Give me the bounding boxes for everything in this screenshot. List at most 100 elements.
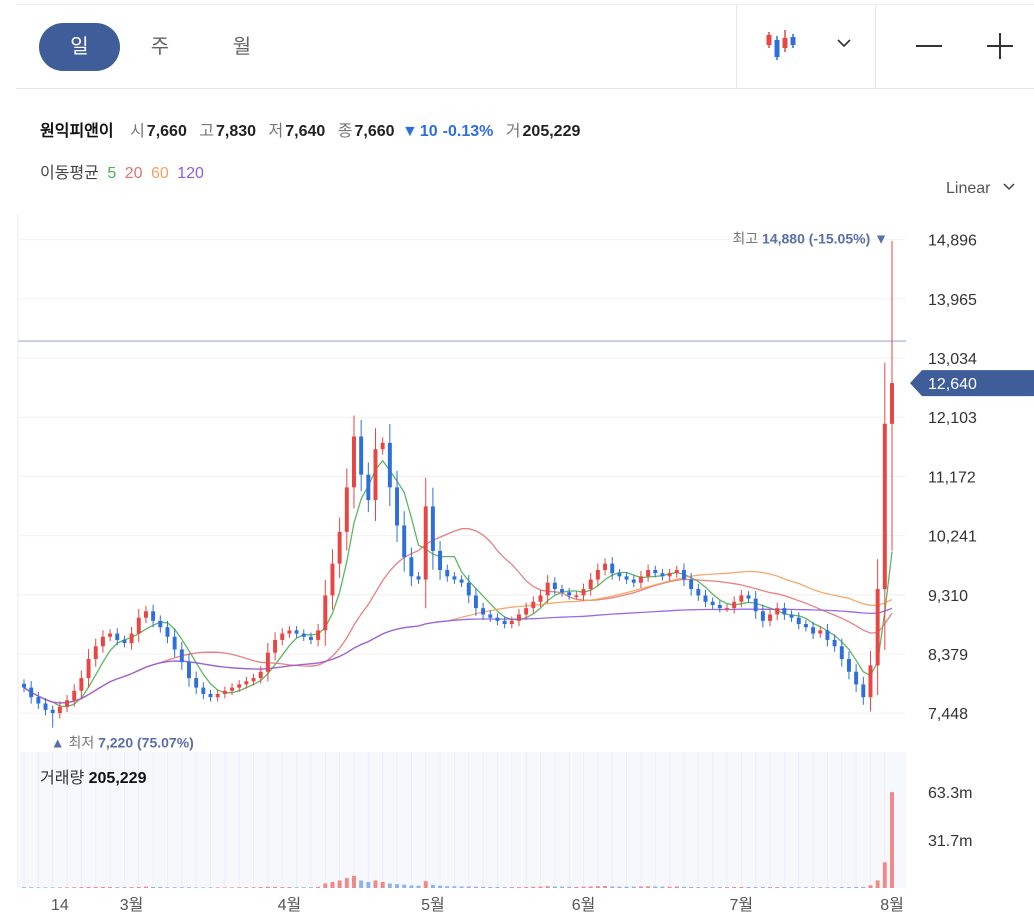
ma-5-line <box>23 459 893 708</box>
candle-body <box>595 570 600 580</box>
volume-bar <box>488 886 493 888</box>
volume-bar <box>172 887 177 888</box>
volume-bar <box>574 886 579 888</box>
candle-body <box>459 579 464 583</box>
volume-bar <box>158 886 163 888</box>
candle-body <box>287 630 292 634</box>
volume-bar <box>660 886 665 888</box>
volume-bar <box>631 886 636 888</box>
x-tick-label: 7월 <box>730 896 754 914</box>
ma-120-line <box>23 607 893 704</box>
volume-bar <box>136 886 141 888</box>
volume-bar <box>646 886 651 888</box>
candle-body <box>725 608 729 610</box>
plus-icon[interactable] <box>978 24 1022 68</box>
candle-body <box>323 595 328 631</box>
volume-bar <box>717 887 722 888</box>
candle-body <box>509 620 514 625</box>
candle-body <box>273 639 278 653</box>
minus-icon[interactable] <box>907 24 951 68</box>
volume-bar <box>696 887 701 888</box>
volume-bar <box>387 883 392 888</box>
candle-body <box>667 573 672 577</box>
candle-body <box>789 614 794 618</box>
volume-tick-label: 63.3m <box>928 785 972 802</box>
volume-bar <box>667 886 672 888</box>
candle-body <box>517 614 521 621</box>
chevron-down-icon[interactable] <box>824 24 864 68</box>
scale-label: Linear <box>946 180 991 197</box>
candle-body <box>423 506 428 580</box>
volume-bar <box>352 875 356 888</box>
volume-bar <box>459 886 464 888</box>
moving-average-legend[interactable]: 이동평균 5 20 60 120 <box>40 159 204 183</box>
candle-body <box>861 684 866 698</box>
candle-body <box>502 620 507 625</box>
volume-value: 205,229 <box>522 123 581 140</box>
volume-bar <box>344 878 349 888</box>
candle-body <box>215 693 220 698</box>
ma-20[interactable]: 20 <box>124 165 143 182</box>
volume-bar <box>380 881 385 888</box>
candle-body <box>122 639 127 644</box>
volume-bar <box>165 887 170 888</box>
candle-body <box>689 579 694 590</box>
candle-body <box>244 681 249 685</box>
tab-month[interactable]: 월 <box>232 36 252 58</box>
y-tick-label: 10,241 <box>928 529 977 546</box>
tab-day[interactable]: 일 <box>39 23 120 71</box>
candle-body <box>108 633 113 637</box>
y-axis-labels: 14,896 13,965 13,034 12,103 11,172 10,241 9,31… <box>928 233 977 723</box>
candle-body <box>832 639 837 647</box>
candle-body <box>172 636 177 650</box>
high-value: 7,830 <box>216 123 257 140</box>
candle-body <box>560 589 564 593</box>
ma-5[interactable]: 5 <box>107 165 117 182</box>
candle-body <box>839 646 844 659</box>
min-price-marker: ▲ 최저 7,220 (75.07%) <box>51 735 194 751</box>
candle-body <box>445 570 450 577</box>
volume-bar <box>215 887 220 888</box>
current-price-label: 12,640 <box>928 376 977 393</box>
volume-bar <box>308 887 313 888</box>
candle-body <box>50 709 55 714</box>
volume-bar <box>854 886 859 888</box>
candle-body <box>681 570 686 580</box>
ma-120[interactable]: 120 <box>177 165 204 182</box>
candle-body <box>22 683 26 688</box>
volume-bar <box>366 881 371 888</box>
candle-body <box>890 383 894 424</box>
volume-bar <box>466 886 471 888</box>
volume-bar <box>545 886 550 888</box>
chevron-down-icon <box>1003 183 1015 191</box>
grid <box>17 214 906 888</box>
current-price-tag <box>910 370 1034 397</box>
candle-body <box>344 487 349 532</box>
ma-60[interactable]: 60 <box>150 165 169 182</box>
volume-bar <box>316 886 321 888</box>
candle-body <box>430 506 435 551</box>
volume-bar <box>409 885 414 888</box>
candle-body <box>187 662 191 679</box>
volume-bar <box>868 885 873 888</box>
x-tick-label: 4월 <box>278 896 302 914</box>
candle-body <box>846 659 851 672</box>
volume-bar <box>502 887 507 888</box>
candle-body <box>86 659 91 679</box>
tab-week[interactable]: 주 <box>150 36 170 58</box>
candle-body <box>151 611 156 621</box>
low-label: 저 <box>268 123 284 140</box>
volume-bar <box>208 887 213 888</box>
y-tick-label: 12,103 <box>928 410 977 427</box>
volume-bar <box>395 884 399 888</box>
candle-body <box>768 614 773 621</box>
candle-body <box>481 608 486 615</box>
y-tick-label: 14,896 <box>928 233 977 250</box>
max-price-marker: 최고 14,880 (-15.05%) ▼ <box>732 231 888 247</box>
volume-bar <box>875 880 880 888</box>
candle-body <box>538 595 543 602</box>
volume-bar <box>337 880 342 888</box>
candlestick-icon[interactable] <box>762 24 806 68</box>
scale-selector[interactable]: Linear <box>946 180 1017 198</box>
